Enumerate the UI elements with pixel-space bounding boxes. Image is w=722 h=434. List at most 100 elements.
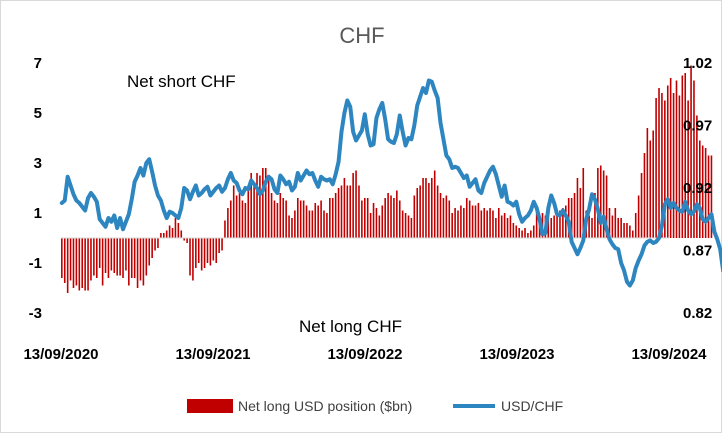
bar bbox=[483, 208, 486, 238]
bar bbox=[535, 210, 538, 238]
bar bbox=[267, 175, 270, 238]
bar bbox=[623, 223, 625, 238]
bar bbox=[532, 225, 535, 238]
annotation-bottom: Net long CHF bbox=[299, 317, 402, 336]
bar bbox=[154, 238, 156, 251]
bar bbox=[128, 238, 130, 286]
bar bbox=[116, 238, 118, 276]
bar bbox=[515, 225, 518, 238]
bar bbox=[288, 215, 290, 238]
bar bbox=[480, 210, 483, 238]
left-tick-label: 5 bbox=[34, 105, 42, 122]
bar bbox=[678, 95, 681, 238]
bar bbox=[148, 238, 151, 266]
bar bbox=[640, 173, 643, 238]
left-tick-label: -1 bbox=[29, 255, 42, 272]
bar bbox=[139, 238, 142, 281]
bar bbox=[361, 200, 363, 238]
bar bbox=[690, 65, 692, 238]
bar bbox=[299, 200, 302, 238]
bar bbox=[110, 238, 113, 271]
bar bbox=[646, 128, 649, 238]
bar bbox=[323, 210, 325, 238]
bar bbox=[93, 238, 95, 276]
bar bbox=[492, 210, 494, 238]
bar bbox=[497, 208, 500, 238]
bar bbox=[579, 188, 582, 238]
bar bbox=[693, 80, 695, 238]
bar bbox=[256, 173, 258, 238]
bar bbox=[684, 73, 687, 238]
bar bbox=[337, 188, 340, 238]
bar bbox=[550, 218, 553, 238]
bar bbox=[433, 170, 436, 238]
bar bbox=[95, 238, 98, 278]
bar bbox=[631, 230, 634, 238]
bar bbox=[174, 218, 177, 238]
bar bbox=[422, 178, 424, 238]
bar bbox=[160, 233, 162, 238]
bar bbox=[556, 210, 558, 238]
bar bbox=[197, 238, 200, 263]
bar bbox=[463, 208, 465, 238]
bar bbox=[390, 195, 392, 238]
bar bbox=[707, 155, 710, 238]
bar bbox=[634, 213, 637, 238]
bar bbox=[687, 100, 689, 238]
bar bbox=[681, 75, 684, 238]
bar bbox=[530, 230, 532, 238]
bar bbox=[448, 200, 451, 238]
bar bbox=[611, 215, 614, 238]
bar bbox=[436, 185, 439, 238]
bar bbox=[192, 238, 194, 281]
bar bbox=[570, 198, 573, 238]
bar bbox=[200, 238, 203, 271]
bar bbox=[308, 210, 311, 238]
bar bbox=[305, 205, 308, 238]
bar bbox=[527, 233, 529, 238]
bar bbox=[317, 205, 319, 238]
bar bbox=[468, 200, 471, 238]
bar bbox=[206, 238, 209, 263]
bar bbox=[430, 178, 433, 238]
bar bbox=[151, 238, 153, 258]
bar bbox=[366, 198, 369, 238]
bar bbox=[460, 205, 462, 238]
bar bbox=[247, 185, 250, 238]
bar bbox=[285, 200, 287, 238]
bar bbox=[506, 218, 509, 238]
bar bbox=[439, 193, 442, 238]
bar bbox=[340, 185, 343, 238]
bar bbox=[518, 228, 520, 238]
left-tick-label: 3 bbox=[34, 155, 42, 172]
bar bbox=[177, 223, 180, 238]
legend-line-label: USD/CHF bbox=[501, 398, 563, 414]
bar bbox=[588, 215, 590, 238]
bar bbox=[442, 198, 445, 238]
bar bbox=[393, 198, 395, 238]
bar bbox=[320, 200, 322, 238]
bar bbox=[212, 238, 215, 261]
usdchf-line bbox=[59, 78, 722, 288]
bar bbox=[626, 223, 628, 238]
bar bbox=[270, 193, 273, 238]
bar bbox=[334, 193, 337, 238]
right-tick-label: 0.97 bbox=[683, 118, 712, 135]
bar bbox=[326, 213, 328, 238]
bar bbox=[547, 218, 550, 238]
bar bbox=[363, 198, 366, 238]
bar bbox=[696, 115, 698, 238]
bar bbox=[445, 195, 448, 238]
bar bbox=[524, 228, 526, 238]
bar bbox=[509, 215, 512, 238]
bar bbox=[98, 238, 101, 268]
x-tick-label: 13/09/2024 bbox=[631, 346, 707, 363]
bar bbox=[262, 168, 264, 238]
bar bbox=[107, 238, 110, 278]
bar bbox=[195, 238, 197, 268]
bar bbox=[398, 200, 401, 238]
bar bbox=[125, 238, 127, 271]
bar bbox=[599, 165, 602, 238]
